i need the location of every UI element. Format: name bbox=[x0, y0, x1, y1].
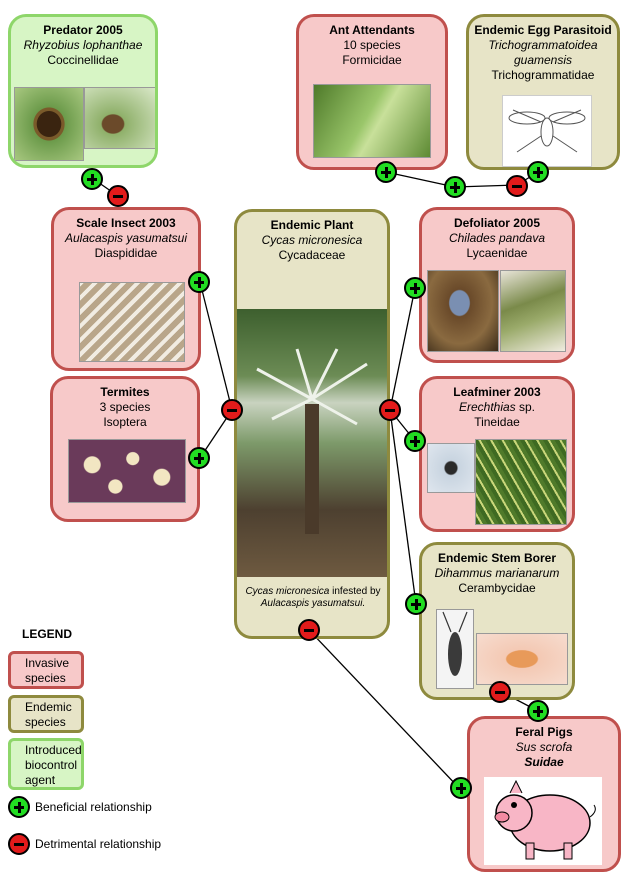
plus-icon bbox=[404, 430, 426, 452]
plus-icon bbox=[527, 700, 549, 722]
node-leafminer: Leafminer 2003 Erechthias sp. Tineidae bbox=[419, 376, 575, 532]
legend-title: LEGEND bbox=[22, 627, 73, 641]
node-predator: Predator 2005 Rhyzobius lophanthae Cocci… bbox=[8, 14, 158, 168]
plant-caption: Cycas micronesica infested by Aulacaspis… bbox=[239, 586, 387, 610]
plus-icon bbox=[444, 176, 466, 198]
node-title: Leafminer 2003 bbox=[453, 385, 541, 399]
node-defoliator: Defoliator 2005 Chilades pandava Lycaeni… bbox=[419, 207, 575, 363]
node-family: Trichogrammatidae bbox=[491, 68, 595, 82]
caption-species: Cycas micronesica bbox=[245, 586, 330, 597]
node-title: Endemic Plant bbox=[270, 218, 354, 232]
plus-icon bbox=[188, 447, 210, 469]
node-species: Dihammus marianarum bbox=[434, 566, 560, 580]
minus-icon bbox=[8, 833, 30, 855]
legend-introduced: Introduced biocontrol agent bbox=[8, 738, 84, 790]
node-species: Sus scrofa bbox=[515, 740, 573, 754]
node-title: Ant Attendants bbox=[329, 23, 415, 37]
node-title: Termites bbox=[100, 385, 150, 399]
minus-icon bbox=[506, 175, 528, 197]
plus-icon bbox=[375, 161, 397, 183]
node-species: Chilades pandava bbox=[448, 231, 546, 245]
node-species: Cycas micronesica bbox=[261, 233, 363, 247]
node-species-suffix: sp. bbox=[515, 400, 536, 414]
node-family: Cerambycidae bbox=[458, 581, 536, 595]
node-scale-insect: Scale Insect 2003 Aulacaspis yasumatsui … bbox=[51, 207, 201, 371]
beetle-photo bbox=[14, 87, 84, 161]
plus-icon bbox=[81, 168, 103, 190]
legend-introduced-line2: biocontrol bbox=[25, 758, 78, 772]
node-family: Cycadaceae bbox=[278, 248, 346, 262]
node-termites: Termites 3 species Isoptera bbox=[50, 376, 200, 522]
borer-larva-photo bbox=[476, 633, 568, 685]
caption-species2: Aulacaspis yasumatsui. bbox=[260, 598, 366, 609]
leaf-damage-photo bbox=[475, 439, 567, 525]
moth-photo bbox=[427, 443, 475, 493]
node-stem-borer: Endemic Stem Borer Dihammus marianarum C… bbox=[419, 542, 575, 700]
larva-photo bbox=[84, 87, 155, 149]
legend-invasive: Invasive species bbox=[8, 651, 84, 689]
termites-photo bbox=[68, 439, 186, 503]
plus-icon bbox=[450, 777, 472, 799]
plus-icon bbox=[8, 796, 30, 818]
legend-invasive-line1: Invasive bbox=[25, 656, 70, 670]
node-species: 3 species bbox=[99, 400, 151, 414]
node-egg-parasitoid: Endemic Egg Parasitoid Trichogrammatoide… bbox=[466, 14, 620, 170]
pig-cartoon bbox=[484, 777, 602, 865]
node-title: Endemic Egg Parasitoid bbox=[474, 23, 612, 37]
legend-introduced-line3: agent bbox=[25, 773, 56, 787]
legend-beneficial: Beneficial relationship bbox=[35, 800, 152, 814]
legend-detrimental: Detrimental relationship bbox=[35, 837, 162, 851]
node-species-line2: guamensis bbox=[513, 53, 573, 67]
node-family: Isoptera bbox=[103, 415, 147, 429]
node-species-line1: Trichogrammatoidea bbox=[488, 38, 598, 52]
butterfly-photo bbox=[427, 270, 499, 352]
cycad-photo bbox=[237, 309, 387, 577]
plus-icon bbox=[527, 161, 549, 183]
legend-introduced-line1: Introduced bbox=[25, 743, 82, 757]
ant-photo bbox=[313, 84, 431, 158]
node-species: 10 species bbox=[343, 38, 401, 52]
node-species: Aulacaspis yasumatsui bbox=[64, 231, 188, 245]
plus-icon bbox=[188, 271, 210, 293]
node-endemic-plant: Endemic Plant Cycas micronesica Cycadace… bbox=[234, 209, 390, 639]
node-title: Predator 2005 bbox=[43, 23, 123, 37]
scale-insect-photo bbox=[79, 282, 185, 362]
minus-icon bbox=[221, 399, 243, 421]
caption-text: infested by bbox=[329, 586, 381, 597]
node-feral-pigs: Feral Pigs Sus scrofa Suidae bbox=[467, 716, 621, 872]
minus-icon bbox=[489, 681, 511, 703]
minus-icon bbox=[107, 185, 129, 207]
minus-icon bbox=[298, 619, 320, 641]
node-family: Lycaenidae bbox=[466, 246, 528, 260]
legend-invasive-line2: species bbox=[25, 671, 66, 685]
node-family: Diaspididae bbox=[94, 246, 158, 260]
plus-icon bbox=[404, 277, 426, 299]
legend-endemic-line2: species bbox=[25, 715, 66, 729]
caterpillar-photo bbox=[500, 270, 566, 352]
node-title: Scale Insect 2003 bbox=[76, 216, 176, 230]
node-species: Erechthias bbox=[458, 400, 516, 414]
legend-endemic: Endemic species bbox=[8, 695, 84, 733]
legend-endemic-line1: Endemic bbox=[25, 700, 72, 714]
node-ant-attendants: Ant Attendants 10 species Formicidae bbox=[296, 14, 448, 170]
node-family: Formicidae bbox=[342, 53, 402, 67]
minus-icon bbox=[379, 399, 401, 421]
plus-icon bbox=[405, 593, 427, 615]
node-title: Defoliator 2005 bbox=[453, 216, 541, 230]
node-species-line: Erechthias sp. bbox=[422, 400, 572, 415]
node-title: Feral Pigs bbox=[515, 725, 573, 739]
node-family: Coccinellidae bbox=[47, 53, 119, 67]
longhorn-beetle-photo bbox=[436, 609, 474, 689]
wasp-drawing bbox=[502, 95, 592, 167]
node-species: Rhyzobius lophanthae bbox=[23, 38, 143, 52]
node-title: Endemic Stem Borer bbox=[437, 551, 557, 565]
node-family: Tineidae bbox=[474, 415, 520, 429]
node-family: Suidae bbox=[524, 755, 564, 769]
